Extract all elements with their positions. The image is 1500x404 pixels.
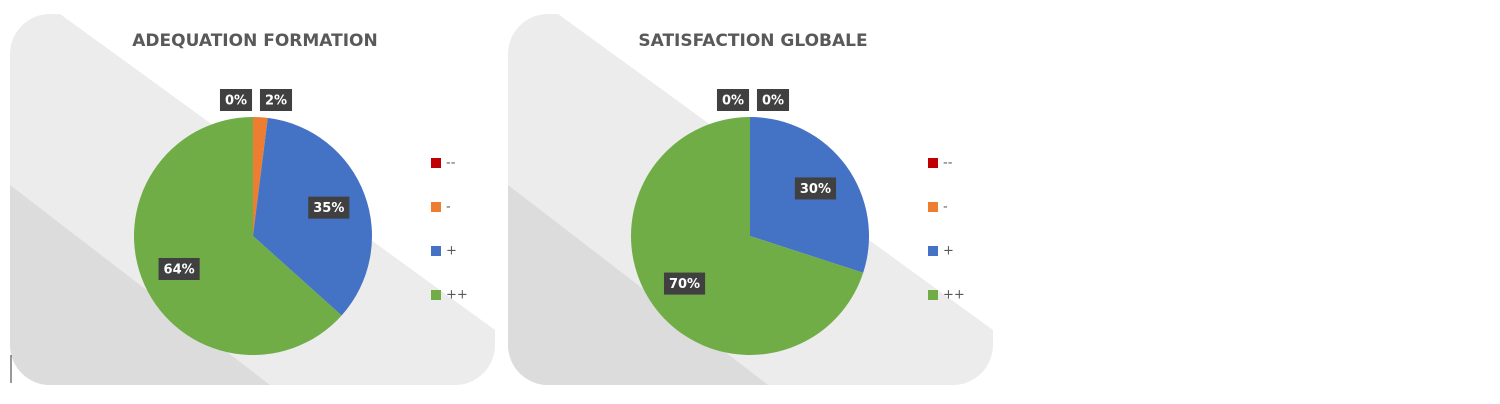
data-label-box	[259, 89, 293, 111]
data-label-box	[663, 272, 706, 295]
legend-label: -	[446, 200, 451, 215]
pie-slice	[631, 117, 864, 355]
legend-label: --	[943, 156, 953, 171]
data-label-box	[756, 89, 790, 111]
legend-label: +	[446, 244, 457, 259]
legend-swatch	[928, 246, 938, 256]
legend-swatch	[928, 158, 938, 168]
legend-label: ++	[943, 288, 965, 303]
data-label: 35%	[308, 196, 350, 219]
chart-title: ADEQUATION FORMATION	[132, 31, 377, 51]
data-label-box	[794, 177, 837, 200]
legend-label: -	[943, 200, 948, 215]
data-label: 0%	[219, 89, 253, 111]
data-label-text: 0%	[722, 94, 744, 109]
legend-swatch	[431, 158, 441, 168]
chart-title: SATISFACTION GLOBALE	[638, 31, 867, 51]
data-label-box	[308, 196, 350, 219]
legend-swatch	[431, 246, 441, 256]
data-label-text: 2%	[265, 94, 287, 109]
data-label: 2%	[259, 89, 293, 111]
legend-label: --	[446, 156, 456, 171]
legend-swatch	[431, 202, 441, 212]
data-label: 0%	[756, 89, 790, 111]
data-label-box	[716, 89, 750, 111]
data-label-box	[158, 257, 200, 280]
data-label: 70%	[663, 272, 706, 295]
data-label-text: 64%	[164, 262, 195, 277]
data-label: 30%	[794, 177, 837, 200]
legend-swatch	[928, 202, 938, 212]
data-label-text: 0%	[762, 94, 784, 109]
legend-swatch	[431, 290, 441, 300]
legend-swatch	[928, 290, 938, 300]
data-label-text: 70%	[669, 277, 700, 292]
legend-label: +	[943, 244, 954, 259]
data-label-box	[219, 89, 253, 111]
data-label: 64%	[158, 257, 200, 280]
legend-label: ++	[446, 288, 468, 303]
pie-slice	[253, 117, 268, 236]
data-label-text: 35%	[313, 201, 344, 216]
data-label: 0%	[716, 89, 750, 111]
pie-slice	[134, 117, 342, 356]
data-label-text: 30%	[800, 182, 831, 197]
data-label-text: 0%	[225, 94, 247, 109]
